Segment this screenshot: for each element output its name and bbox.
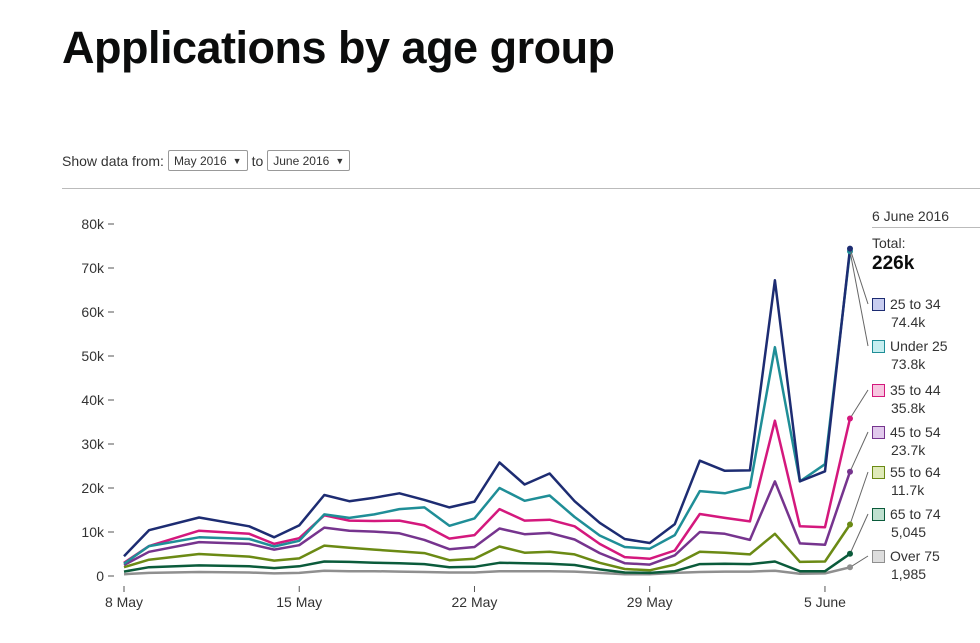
legend-swatch — [872, 297, 885, 311]
y-tick-label: 10k — [81, 524, 105, 540]
legend-leader-line — [849, 431, 869, 472]
legend-label: Over 75 — [890, 548, 940, 564]
legend-value: 5,045 — [891, 524, 927, 540]
legend-value: 1,985 — [891, 566, 927, 582]
legend-item: 65 to 74 5,045 — [872, 506, 941, 540]
series-line — [123, 471, 852, 567]
dropdown-arrow-icon: ▼ — [335, 155, 345, 166]
legend-swatch — [872, 339, 885, 353]
y-tick-label: 50k — [81, 348, 105, 364]
series-line — [123, 552, 851, 575]
line-chart: 0 10k 20k 30k 40k 50k 60k 70k 80k 8 May 15 May 22 M… — [81, 216, 869, 610]
legend-item: 25 to 34 74.4k — [872, 296, 941, 330]
x-tick-label: 8 May — [105, 594, 143, 610]
legend-swatch — [872, 425, 885, 439]
legend-item: 55 to 64 11.7k — [872, 464, 941, 498]
legend-date: 6 June 2016 — [872, 208, 980, 228]
legend-leader-line — [849, 251, 869, 347]
series-end-point — [847, 550, 853, 557]
legend-item: 35 to 44 35.8k — [872, 382, 941, 416]
series-end-point — [847, 245, 853, 252]
x-tick-label: 5 June — [804, 594, 846, 610]
series-line — [123, 251, 852, 565]
x-tick-label: 15 May — [276, 594, 322, 610]
legend-label: 35 to 44 — [890, 382, 941, 398]
y-tick-label: 60k — [81, 304, 105, 320]
legend-item: Under 25 73.8k — [872, 338, 948, 372]
legend-value: 74.4k — [891, 314, 926, 330]
series-line — [123, 418, 852, 564]
series-line — [123, 566, 851, 576]
series-end-point — [847, 468, 853, 475]
page-title: Applications by age group — [62, 22, 615, 73]
legend-leader-line — [849, 513, 869, 555]
y-tick-label: 30k — [81, 436, 105, 452]
y-tick-label: 40k — [81, 392, 105, 408]
series-line — [123, 248, 852, 558]
divider — [62, 188, 980, 189]
to-month-value: June 2016 — [273, 153, 330, 168]
to-label: to — [251, 152, 264, 169]
legend-leader-line — [849, 555, 869, 568]
legend-swatch — [872, 383, 885, 397]
from-month-select[interactable]: May 2016 ▼ — [167, 150, 248, 171]
legend-label: Under 25 — [890, 338, 948, 354]
legend-item: 45 to 54 23.7k — [872, 424, 941, 458]
dropdown-arrow-icon: ▼ — [232, 155, 242, 166]
y-tick-label: 80k — [81, 216, 105, 232]
series-end-point — [847, 521, 853, 528]
legend-leader-line — [849, 248, 869, 305]
x-tick-label: 29 May — [627, 594, 673, 610]
series-end-point — [847, 564, 853, 571]
chart-legend: 6 June 2016 Total: 226k 25 to 34 74.4k Und… — [872, 208, 980, 582]
y-tick-label: 70k — [81, 260, 105, 276]
legend-label: 65 to 74 — [890, 506, 941, 522]
legend-label: 25 to 34 — [890, 296, 941, 312]
date-range-controls: Show data from: May 2016 ▼ to June 2016 … — [62, 150, 351, 171]
legend-swatch — [872, 549, 885, 563]
y-tick-label: 20k — [81, 480, 105, 496]
legend-leader-line — [849, 389, 869, 419]
total-value: 226k — [872, 253, 915, 274]
series-end-point — [847, 415, 853, 422]
legend-swatch — [872, 507, 885, 521]
legend-value: 11.7k — [891, 482, 925, 498]
legend-label: 45 to 54 — [890, 424, 941, 440]
from-month-value: May 2016 — [173, 153, 227, 168]
show-data-from-label: Show data from: — [62, 152, 164, 169]
total-label: Total: — [872, 235, 906, 251]
series-line — [123, 523, 852, 572]
legend-item: Over 75 1,985 — [872, 548, 940, 582]
legend-leader-line — [849, 471, 869, 525]
legend-value: 73.8k — [891, 356, 926, 372]
to-month-select[interactable]: June 2016 ▼ — [267, 150, 351, 171]
y-tick-label: 0 — [96, 568, 104, 584]
legend-swatch — [872, 465, 885, 479]
legend-value: 35.8k — [891, 400, 926, 416]
legend-value: 23.7k — [891, 442, 926, 458]
legend-label: 55 to 64 — [890, 464, 941, 480]
x-tick-label: 22 May — [452, 594, 498, 610]
